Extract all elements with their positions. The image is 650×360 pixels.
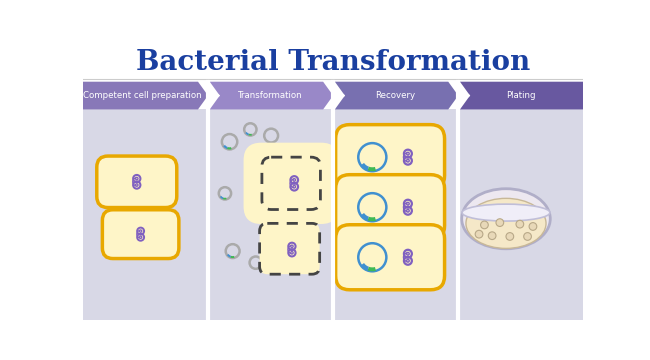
Text: Plating: Plating: [506, 91, 536, 100]
Circle shape: [475, 230, 483, 238]
Wedge shape: [230, 256, 235, 258]
FancyBboxPatch shape: [102, 210, 179, 258]
Polygon shape: [333, 82, 458, 109]
Circle shape: [488, 232, 496, 239]
FancyBboxPatch shape: [244, 143, 339, 224]
FancyBboxPatch shape: [259, 223, 320, 274]
Wedge shape: [361, 263, 369, 270]
Wedge shape: [220, 196, 224, 199]
Ellipse shape: [462, 204, 550, 221]
Circle shape: [529, 222, 537, 230]
Circle shape: [506, 233, 514, 240]
Ellipse shape: [462, 189, 551, 249]
FancyBboxPatch shape: [335, 225, 445, 290]
Bar: [83, 109, 584, 320]
Polygon shape: [208, 82, 333, 109]
Wedge shape: [361, 163, 369, 170]
Wedge shape: [227, 147, 231, 149]
Circle shape: [480, 221, 488, 229]
Wedge shape: [367, 267, 376, 271]
Text: Competent cell preparation: Competent cell preparation: [83, 91, 202, 100]
Text: Bacterial Transformation: Bacterial Transformation: [136, 49, 530, 76]
FancyBboxPatch shape: [262, 157, 320, 210]
Wedge shape: [223, 198, 227, 199]
Wedge shape: [245, 132, 249, 135]
FancyBboxPatch shape: [335, 175, 445, 240]
Wedge shape: [367, 217, 376, 221]
Wedge shape: [271, 257, 274, 260]
Wedge shape: [227, 254, 231, 258]
Wedge shape: [274, 258, 277, 260]
Wedge shape: [367, 167, 376, 171]
Wedge shape: [361, 213, 369, 220]
FancyBboxPatch shape: [335, 125, 445, 190]
Circle shape: [496, 219, 504, 226]
Wedge shape: [248, 134, 252, 136]
Text: Transformation: Transformation: [239, 91, 303, 100]
Polygon shape: [83, 82, 208, 109]
FancyBboxPatch shape: [97, 156, 177, 208]
Polygon shape: [458, 82, 584, 109]
Ellipse shape: [466, 198, 546, 248]
Circle shape: [524, 233, 532, 240]
Circle shape: [516, 220, 524, 228]
Wedge shape: [223, 145, 227, 149]
Text: Recovery: Recovery: [376, 91, 416, 100]
